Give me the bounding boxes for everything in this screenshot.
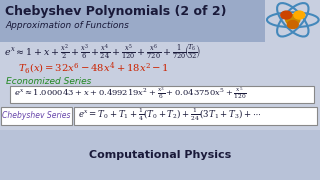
Text: Approximation of Functions: Approximation of Functions: [5, 21, 129, 30]
FancyBboxPatch shape: [74, 107, 316, 125]
FancyBboxPatch shape: [1, 107, 71, 125]
Text: $e^x = T_0 + T_1 + \frac{1}{4}(T_0 + T_2) + \frac{1}{24}(3T_1 + T_3) + \cdots$: $e^x = T_0 + T_1 + \frac{1}{4}(T_0 + T_2…: [78, 107, 261, 123]
Text: Computational Physics: Computational Physics: [89, 150, 231, 160]
Text: $e^x \approx 1.000043 + x + 0.499219x^2 + \frac{x^3}{6} + 0.043750x^5 + \frac{x^: $e^x \approx 1.000043 + x + 0.499219x^2 …: [14, 86, 247, 102]
Text: $T_6(x) = 32x^6 - 48x^4 + 18x^2 - 1$: $T_6(x) = 32x^6 - 48x^4 + 18x^2 - 1$: [18, 60, 169, 76]
Circle shape: [294, 11, 305, 19]
Text: Economized Series: Economized Series: [6, 76, 92, 86]
FancyBboxPatch shape: [10, 86, 314, 102]
Circle shape: [286, 15, 300, 25]
Circle shape: [287, 21, 298, 28]
Text: $e^x \approx 1 + x + \frac{x^2}{2} + \frac{x^3}{6} + \frac{x^4}{24} + \frac{x^5}: $e^x \approx 1 + x + \frac{x^2}{2} + \fr…: [4, 43, 201, 61]
Text: Chebyshev Polynomials (2 of 2): Chebyshev Polynomials (2 of 2): [5, 6, 227, 19]
Circle shape: [281, 11, 292, 19]
Bar: [0, 130, 320, 180]
Bar: [0, 0, 265, 42]
Text: Chebyshev Series: Chebyshev Series: [2, 111, 70, 120]
